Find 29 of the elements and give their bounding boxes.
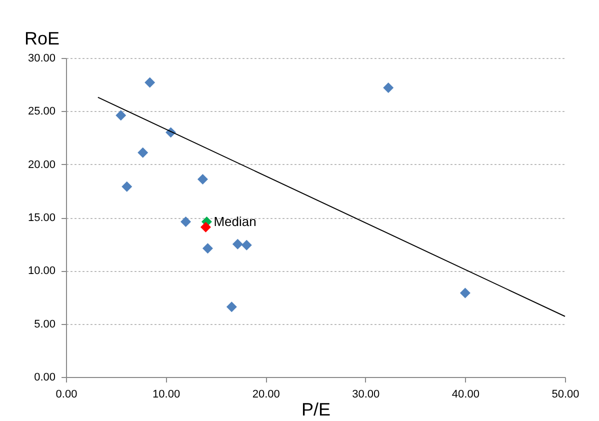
y-tick-label: 25.00 xyxy=(28,106,56,118)
x-tick-label: 40.00 xyxy=(452,388,480,400)
point xyxy=(241,240,252,250)
y-tick-label: 10.00 xyxy=(28,265,56,278)
point xyxy=(460,288,470,298)
x-tick-label: 30.00 xyxy=(352,388,380,400)
point xyxy=(383,82,394,94)
x-tick-label: 10.00 xyxy=(152,388,180,400)
y-tick-label: 0.00 xyxy=(34,372,56,384)
point xyxy=(144,77,156,88)
x-tick-label: 50.00 xyxy=(552,388,580,400)
y-tick-label: 30.00 xyxy=(28,52,56,64)
y-tick-label: 20.00 xyxy=(28,158,56,171)
point xyxy=(122,181,132,192)
point xyxy=(202,243,213,254)
x-axis-title: P/E xyxy=(301,400,331,420)
point xyxy=(180,216,192,227)
y-axis-title: RoE xyxy=(24,28,60,48)
x-tick-label: 20.00 xyxy=(252,388,280,400)
y-tick-label: 5.00 xyxy=(34,318,56,330)
point xyxy=(138,147,148,158)
point xyxy=(226,302,237,312)
point xyxy=(232,238,243,250)
point xyxy=(197,174,208,184)
point xyxy=(116,110,126,121)
x-tick-label: 0.00 xyxy=(56,388,78,400)
y-tick-label: 15.00 xyxy=(28,212,56,224)
series-label: Median xyxy=(214,214,256,229)
point xyxy=(200,222,211,232)
